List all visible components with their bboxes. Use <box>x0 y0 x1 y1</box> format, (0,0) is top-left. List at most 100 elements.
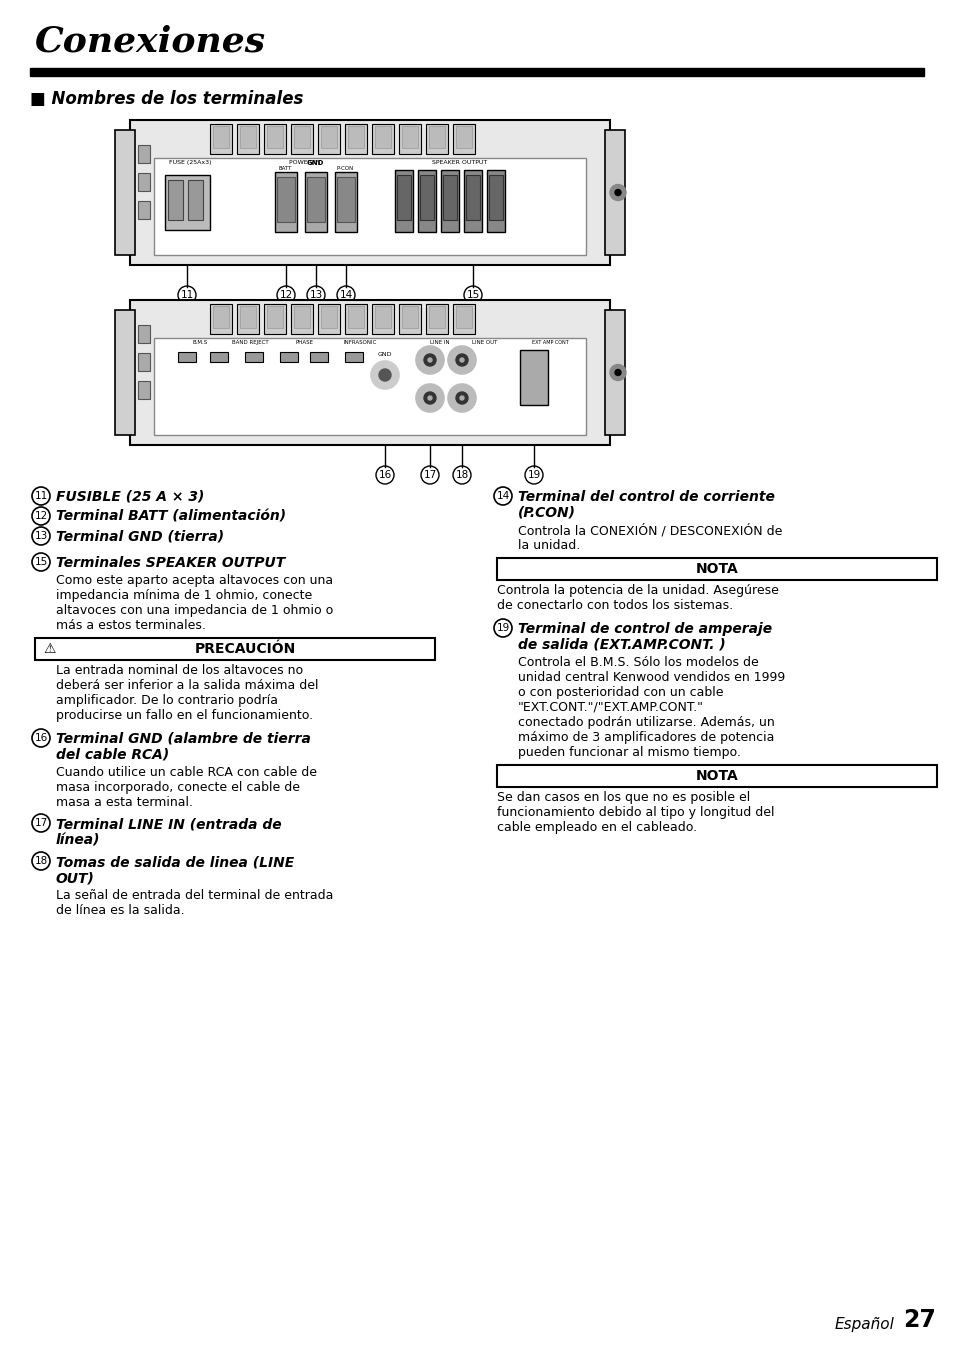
Text: Español: Español <box>833 1317 893 1332</box>
Bar <box>267 126 283 147</box>
Bar <box>240 126 255 147</box>
Bar <box>178 352 195 362</box>
Bar <box>395 170 413 233</box>
Text: 13: 13 <box>309 289 322 300</box>
Bar <box>138 173 150 191</box>
Text: cable empleado en el cableado.: cable empleado en el cableado. <box>497 821 697 834</box>
Bar <box>115 310 135 435</box>
Text: 12: 12 <box>34 511 48 521</box>
Bar <box>398 304 420 334</box>
Text: 16: 16 <box>378 470 392 480</box>
Bar <box>372 124 394 154</box>
Bar <box>345 124 367 154</box>
Text: Controla la potencia de la unidad. Asegúrese: Controla la potencia de la unidad. Asegú… <box>497 584 778 598</box>
Bar <box>188 180 203 220</box>
Text: INFRASONIC: INFRASONIC <box>343 339 376 345</box>
Bar <box>276 177 294 222</box>
Circle shape <box>428 358 432 362</box>
Text: máximo de 3 amplificadores de potencia: máximo de 3 amplificadores de potencia <box>517 731 774 744</box>
Text: 12: 12 <box>279 289 293 300</box>
Bar <box>419 174 434 220</box>
Text: 11: 11 <box>180 289 193 300</box>
Bar <box>294 306 310 329</box>
Bar <box>168 180 183 220</box>
Text: ■ Nombres de los terminales: ■ Nombres de los terminales <box>30 91 303 108</box>
Bar <box>375 126 391 147</box>
Bar <box>240 306 255 329</box>
Circle shape <box>423 392 436 404</box>
Bar <box>345 304 367 334</box>
Bar <box>604 310 624 435</box>
Bar <box>317 304 339 334</box>
Bar <box>213 126 229 147</box>
Bar <box>138 381 150 399</box>
Bar <box>320 306 336 329</box>
Bar <box>453 124 475 154</box>
Bar <box>486 170 504 233</box>
Bar <box>291 124 313 154</box>
Circle shape <box>448 346 476 375</box>
Bar <box>497 558 936 580</box>
Text: ⚠: ⚠ <box>43 642 55 656</box>
Text: 27: 27 <box>902 1307 935 1332</box>
Text: más a estos terminales.: más a estos terminales. <box>56 619 206 631</box>
Bar <box>375 306 391 329</box>
Bar <box>264 124 286 154</box>
Bar <box>320 126 336 147</box>
Bar <box>236 124 258 154</box>
Text: Terminal GND (tierra): Terminal GND (tierra) <box>56 530 224 544</box>
Text: pueden funcionar al mismo tiempo.: pueden funcionar al mismo tiempo. <box>517 746 740 758</box>
Text: SPEAKER OUTPUT: SPEAKER OUTPUT <box>432 160 487 165</box>
Bar <box>456 126 472 147</box>
Text: unidad central Kenwood vendidos en 1999: unidad central Kenwood vendidos en 1999 <box>517 671 784 684</box>
Bar <box>456 306 472 329</box>
Text: la unidad.: la unidad. <box>517 539 579 552</box>
Text: de salida (EXT.AMP.CONT. ): de salida (EXT.AMP.CONT. ) <box>517 638 725 652</box>
Text: 14: 14 <box>339 289 353 300</box>
Bar <box>138 145 150 164</box>
Text: NOTA: NOTA <box>695 769 738 783</box>
Text: o con posterioridad con un cable: o con posterioridad con un cable <box>517 685 722 699</box>
Text: LINE IN: LINE IN <box>430 339 450 345</box>
Text: PHASE: PHASE <box>295 339 314 345</box>
Text: 18: 18 <box>455 470 468 480</box>
Bar <box>165 174 210 230</box>
Circle shape <box>371 361 398 389</box>
Circle shape <box>456 392 468 404</box>
Bar <box>372 304 394 334</box>
Text: Terminales SPEAKER OUTPUT: Terminales SPEAKER OUTPUT <box>56 556 285 571</box>
Bar <box>401 306 417 329</box>
Bar <box>310 352 328 362</box>
Circle shape <box>378 369 391 381</box>
Bar <box>335 172 356 233</box>
Bar <box>305 172 327 233</box>
Bar <box>264 304 286 334</box>
Bar <box>210 304 232 334</box>
Text: PRECAUCIÓN: PRECAUCIÓN <box>194 642 295 656</box>
Text: 18: 18 <box>34 856 48 867</box>
Text: BATT: BATT <box>278 166 292 170</box>
Bar <box>138 201 150 219</box>
Bar <box>429 126 444 147</box>
Bar <box>317 124 339 154</box>
Bar <box>463 170 481 233</box>
Circle shape <box>456 354 468 366</box>
Bar <box>138 324 150 343</box>
Bar <box>426 304 448 334</box>
Bar <box>138 353 150 370</box>
Text: 15: 15 <box>34 557 48 566</box>
Text: Terminal GND (alambre de tierra: Terminal GND (alambre de tierra <box>56 731 311 746</box>
Bar <box>210 352 228 362</box>
Text: La entrada nominal de los altavoces no: La entrada nominal de los altavoces no <box>56 664 303 677</box>
Bar <box>153 338 585 435</box>
Text: 19: 19 <box>496 623 509 633</box>
Bar <box>497 765 936 787</box>
Text: impedancia mínima de 1 ohmio, conecte: impedancia mínima de 1 ohmio, conecte <box>56 589 312 602</box>
Bar <box>267 306 283 329</box>
Text: 14: 14 <box>496 491 509 502</box>
Bar <box>30 68 923 76</box>
Bar <box>245 352 263 362</box>
Text: Terminal LINE IN (entrada de: Terminal LINE IN (entrada de <box>56 817 281 831</box>
Text: línea): línea) <box>56 833 100 846</box>
Bar <box>35 638 435 660</box>
